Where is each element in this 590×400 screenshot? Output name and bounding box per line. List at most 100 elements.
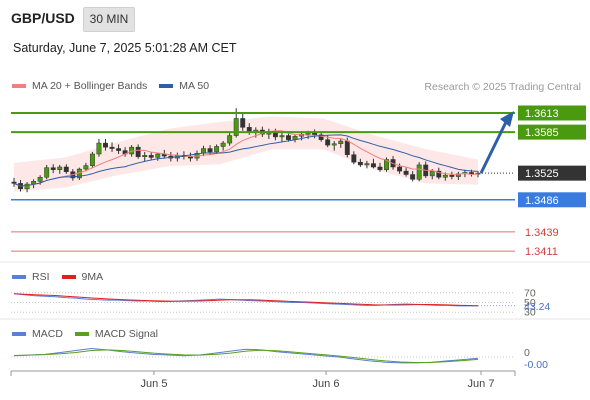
candle-body — [103, 142, 108, 148]
x-tick-label: Jun 6 — [313, 378, 340, 390]
target-arrow-head — [500, 110, 514, 127]
legend-label-macd: MACD — [32, 328, 63, 340]
level-label: 1.3411 — [525, 246, 558, 258]
legend-label-ma20: MA 20 + Bollinger Bands — [32, 80, 148, 92]
level-label: 1.3585 — [525, 127, 559, 139]
candle-body — [416, 164, 422, 180]
legend-swatch-signal — [74, 332, 89, 336]
candle-body — [37, 176, 43, 182]
candle-body — [475, 172, 481, 175]
candle-body — [50, 167, 56, 170]
candle-body — [142, 155, 148, 157]
candle-body — [442, 174, 448, 178]
legend-ma50: MA 50 — [159, 80, 209, 92]
legend-swatch-macd — [12, 332, 26, 336]
candle-body — [377, 166, 383, 170]
candle-body — [57, 166, 63, 170]
candle-body — [397, 166, 403, 172]
candle-body — [344, 140, 350, 155]
ma20-line — [13, 130, 479, 187]
candle-body — [351, 154, 357, 163]
candle-body — [429, 170, 435, 177]
x-tick-label: Jun 5 — [141, 378, 168, 390]
rsi-9ma-line — [13, 293, 479, 307]
level-label-box — [518, 124, 586, 140]
legend-label-rsi: RSI — [32, 271, 50, 283]
price-legend: MA 20 + Bollinger Bands MA 50 — [12, 80, 221, 92]
legend-macd-signal: MACD Signal — [74, 328, 158, 340]
macd-zero-label: 0 — [524, 347, 530, 359]
candle-body — [44, 167, 50, 178]
candle-body — [325, 139, 331, 146]
macd-signal-line — [13, 349, 479, 363]
candle-body — [11, 181, 17, 184]
bollinger-band-area — [14, 116, 478, 192]
rsi-legend: RSI 9MA — [12, 271, 115, 283]
level-label-box — [518, 105, 586, 121]
legend-ma20-bb: MA 20 + Bollinger Bands — [12, 80, 147, 92]
legend-swatch-ma50 — [159, 84, 174, 88]
candle-body — [338, 140, 344, 144]
legend-label-ma50: MA 50 — [179, 80, 210, 92]
macd-legend: MACD MACD Signal — [12, 328, 170, 340]
candle-body — [469, 172, 474, 175]
candle-body — [286, 135, 291, 140]
legend-swatch-ma20 — [12, 84, 26, 88]
candle-body — [207, 148, 213, 153]
timestamp: Saturday, June 7, 2025 5:01:28 AM CET — [13, 41, 237, 55]
legend-9ma: 9MA — [61, 271, 104, 283]
macd-line — [13, 348, 479, 364]
rsi-level-label: 70 — [524, 287, 536, 299]
candle-body — [279, 135, 285, 138]
timeframe-button[interactable]: 30 MIN — [83, 7, 135, 32]
candle-body — [233, 118, 239, 136]
candle-body — [331, 143, 337, 146]
candle-body — [83, 165, 89, 170]
candle-body — [384, 159, 389, 170]
level-label: 1.3486 — [525, 195, 559, 207]
rsi-last-value: 43.24 — [524, 301, 550, 313]
legend-macd: MACD — [12, 328, 63, 340]
target-arrow-shaft — [479, 121, 508, 174]
chart-header: GBP/USD 30 MIN — [0, 0, 590, 36]
candle-body — [318, 134, 324, 140]
candle-body — [155, 153, 161, 158]
candle-body — [240, 118, 246, 128]
candle-body — [24, 183, 30, 190]
level-label-box — [518, 192, 586, 208]
candle-body — [109, 146, 115, 149]
candle-body — [89, 153, 95, 166]
x-tick-label: Jun 7 — [468, 378, 495, 390]
candle-body — [364, 163, 370, 166]
level-label: 1.3525 — [525, 168, 559, 180]
rsi-line — [13, 293, 478, 307]
level-label-box — [518, 165, 586, 181]
legend-swatch-9ma — [61, 275, 76, 279]
ma50-line — [13, 134, 479, 187]
legend-label-9ma: 9MA — [81, 271, 104, 283]
candle-body — [227, 135, 233, 144]
candle-body — [148, 155, 154, 158]
legend-label-macd-signal: MACD Signal — [94, 328, 158, 340]
candle-body — [370, 163, 376, 168]
macd-last-value: -0.00 — [524, 359, 548, 371]
level-label: 1.3613 — [525, 108, 559, 120]
candle-body — [214, 146, 220, 153]
candle-body — [135, 146, 141, 157]
candle-body — [449, 174, 455, 177]
candle-body — [96, 142, 102, 155]
candle-body — [403, 170, 409, 175]
legend-swatch-rsi — [12, 275, 26, 279]
candle-body — [357, 161, 363, 166]
rsi-level-label: 30 — [524, 307, 536, 319]
legend-rsi: RSI — [12, 271, 50, 283]
candle-body — [436, 170, 442, 178]
candle-body — [116, 148, 122, 151]
rsi-level-label: 50 — [524, 297, 536, 309]
candle-body — [188, 156, 193, 159]
candle-body — [220, 142, 226, 147]
level-label: 1.3439 — [525, 227, 559, 239]
symbol-title: GBP/USD — [11, 10, 75, 26]
candle-body — [410, 174, 416, 180]
